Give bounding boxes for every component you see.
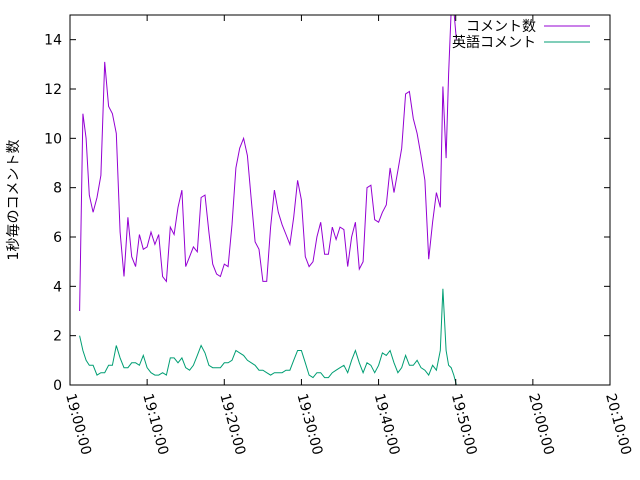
legend-label: コメント数 bbox=[466, 19, 536, 35]
y-tick-label: 12 bbox=[44, 82, 62, 98]
x-tick-label: 19:00:00 bbox=[62, 392, 94, 457]
y-tick-label: 8 bbox=[53, 181, 62, 197]
x-tick-label: 19:30:00 bbox=[294, 392, 326, 457]
x-tick-label: 19:40:00 bbox=[371, 392, 403, 457]
x-tick-label: 19:10:00 bbox=[139, 392, 171, 457]
x-tick-label: 19:50:00 bbox=[448, 392, 480, 457]
legend-label: 英語コメント bbox=[452, 34, 536, 51]
y-tick-label: 6 bbox=[53, 230, 62, 246]
y-tick-label: 0 bbox=[53, 378, 62, 394]
series-line-2 bbox=[79, 288, 457, 385]
y-axis-label: 1秒毎のコメント数 bbox=[6, 140, 22, 261]
x-axis: 19:00:00 19:10:00 19:20:00 19:30:00 19:40:00… bbox=[62, 15, 634, 457]
plot-frame bbox=[69, 14, 611, 386]
y-tick-label: 2 bbox=[53, 329, 62, 345]
x-tick-label: 20:00:00 bbox=[525, 392, 557, 457]
x-tick-label: 20:10:00 bbox=[602, 392, 634, 457]
y-tick-label: 14 bbox=[44, 33, 62, 49]
plot-lines bbox=[79, 15, 457, 385]
series-line-1 bbox=[79, 15, 457, 312]
y-tick-label: 10 bbox=[44, 131, 62, 147]
y-axis: 0 2 4 6 8 10 12 14 bbox=[44, 33, 610, 394]
y-tick-label: 4 bbox=[53, 279, 62, 295]
x-tick-label: 19:20:00 bbox=[216, 392, 248, 457]
